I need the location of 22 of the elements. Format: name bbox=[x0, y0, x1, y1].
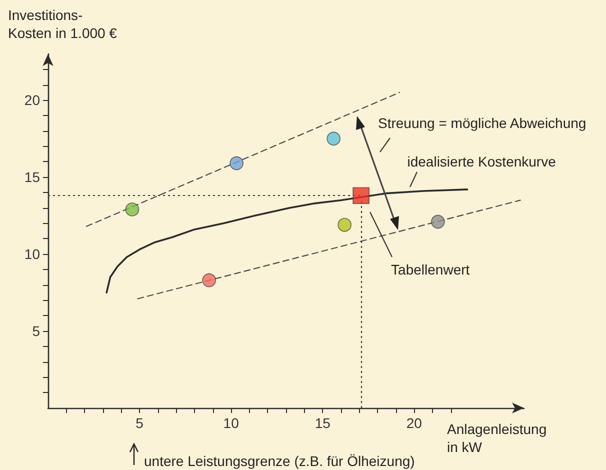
text: Tabellenwert bbox=[391, 262, 470, 278]
point bbox=[352, 187, 370, 204]
y-axis-title: Investitions- Kosten in 1.000 € bbox=[8, 7, 118, 41]
annotation: Streuung = mögliche Abweichung bbox=[378, 115, 586, 131]
y-tick-label: 20 bbox=[24, 92, 40, 108]
point bbox=[431, 214, 445, 229]
point bbox=[125, 202, 140, 216]
point bbox=[230, 156, 244, 170]
series-label: idealisierte Kostenkurve bbox=[407, 153, 556, 170]
x-tick-label: 5 bbox=[136, 415, 144, 431]
y-tick-label: 5 bbox=[32, 323, 40, 340]
x-axis-title: Anlagenleistung in kW bbox=[447, 421, 547, 455]
y-tick-label: 10 bbox=[24, 246, 40, 262]
y-tick-label: 15 bbox=[24, 169, 40, 186]
x-tick-label: 15 bbox=[314, 415, 331, 431]
point bbox=[338, 218, 352, 232]
line-series bbox=[106, 188, 468, 294]
point bbox=[202, 273, 216, 288]
point bbox=[326, 132, 340, 146]
x-tick-label: 20 bbox=[406, 415, 422, 431]
x-tick-label: 10 bbox=[223, 415, 240, 431]
text: untere Leistungsgrenze (z.B. für Ölheizung) bbox=[144, 453, 415, 469]
